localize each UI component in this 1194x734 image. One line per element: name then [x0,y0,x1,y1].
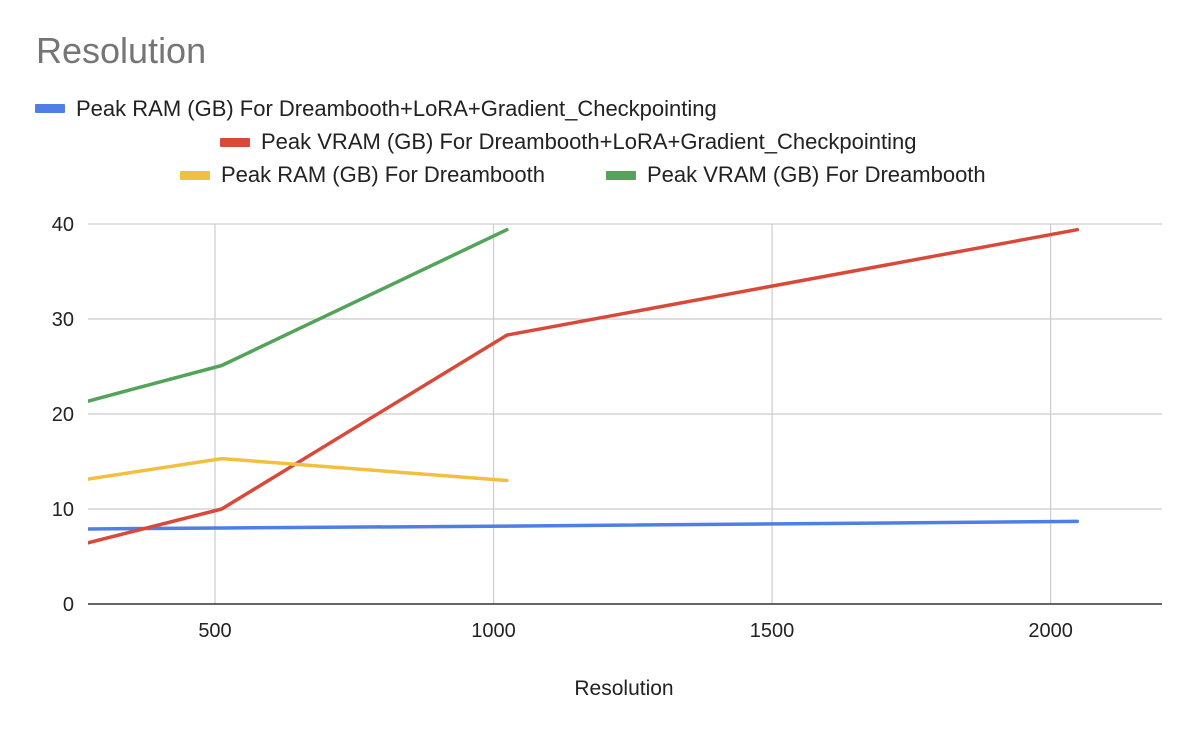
y-tick-label-0: 0 [63,594,74,616]
x-tick-label-2000: 2000 [1028,620,1073,642]
x-axis-label: Resolution [574,677,673,700]
legend-item-vram-lora: Peak VRAM (GB) For Dreambooth+LoRA+Gradi… [220,129,916,154]
y-tick-label-20: 20 [52,404,74,426]
legend-item-ram-lora: Peak RAM (GB) For Dreambooth+LoRA+Gradie… [35,96,717,121]
legend-swatch-ram-lora [35,104,65,113]
x-tick-label-500: 500 [198,620,231,642]
legend-swatch-vram-dreambooth [606,171,636,180]
y-tick-label-30: 30 [52,309,74,331]
grid-lines [88,223,1162,604]
x-tick-label-1500: 1500 [750,620,795,642]
legend-item-vram-dreambooth: Peak VRAM (GB) For Dreambooth [606,162,986,187]
legend: Peak RAM (GB) For Dreambooth+LoRA+Gradie… [35,96,986,187]
legend-label-vram-dreambooth: Peak VRAM (GB) For Dreambooth [647,162,986,187]
series-line-vram-lora [88,227,1080,545]
legend-swatch-vram-lora [220,138,250,147]
series-line-ram-dreambooth [88,456,509,483]
series-line-ram-lora [88,519,1080,531]
y-tick-label-10: 10 [52,499,74,521]
chart-title: Resolution [36,30,206,71]
series-lines [88,227,1080,545]
legend-label-ram-dreambooth: Peak RAM (GB) For Dreambooth [221,162,545,187]
series-line-vram-dreambooth [88,227,509,403]
legend-label-ram-lora: Peak RAM (GB) For Dreambooth+LoRA+Gradie… [76,96,717,121]
legend-item-ram-dreambooth: Peak RAM (GB) For Dreambooth [180,162,545,187]
y-tick-label-40: 40 [52,214,74,236]
legend-swatch-ram-dreambooth [180,171,210,180]
legend-label-vram-lora: Peak VRAM (GB) For Dreambooth+LoRA+Gradi… [261,129,916,154]
x-tick-label-1000: 1000 [471,620,516,642]
tick-labels: 0 10 20 30 40 500 1000 1500 2000 [52,214,1073,642]
